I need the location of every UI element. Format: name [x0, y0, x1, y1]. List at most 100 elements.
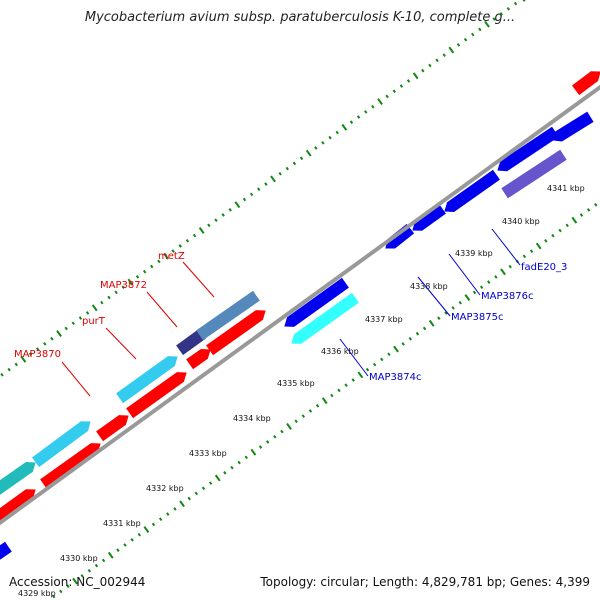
scale-label: 4337 kbp: [365, 315, 403, 324]
outer-tick-mark: [456, 43, 461, 47]
gene-label[interactable]: MAP3875c: [451, 312, 503, 323]
gene-label[interactable]: fadE20_3: [521, 262, 567, 273]
inner-tick-mark: [428, 319, 435, 327]
cds-feature-reverse[interactable]: [0, 541, 12, 561]
inner-tick-mark: [72, 577, 78, 585]
cds-feature-forward[interactable]: [96, 415, 129, 442]
feature-track: [0, 71, 600, 561]
inner-tick-mark: [173, 507, 177, 511]
cds-feature-forward[interactable]: [206, 310, 266, 356]
inner-tick-mark: [294, 419, 298, 424]
inner-tick-mark: [330, 393, 334, 398]
gene-label[interactable]: MAP3874c: [369, 372, 421, 383]
outer-tick-mark: [20, 355, 27, 363]
outer-tick-mark: [14, 362, 18, 367]
outer-tick-mark: [471, 32, 475, 37]
inner-tick-mark: [357, 371, 364, 379]
outer-tick-mark: [163, 252, 169, 260]
cds-feature-reverse[interactable]: [552, 111, 594, 142]
inner-tick-mark: [51, 594, 56, 599]
inner-tick-mark: [223, 471, 227, 475]
outer-tick-mark: [242, 197, 247, 202]
cds-feature-fade20-3[interactable]: [501, 149, 567, 199]
outer-tick-mark: [7, 367, 11, 372]
outer-tick-mark: [64, 326, 68, 331]
gene-label[interactable]: purT: [82, 316, 106, 327]
cds-feature-reverse[interactable]: [444, 169, 500, 213]
outer-tick-mark: [43, 342, 47, 346]
outer-tick-mark: [135, 275, 140, 279]
outer-tick-mark: [442, 53, 446, 57]
scale-label: 4335 kbp: [277, 379, 315, 388]
cds-feature-map3874c[interactable]: [291, 292, 359, 344]
outer-tick-mark: [371, 104, 375, 109]
inner-tick-mark: [479, 285, 484, 290]
inner-tick-mark: [123, 543, 127, 547]
cds-feature-reverse[interactable]: [284, 277, 349, 327]
inner-tick-mark: [344, 383, 348, 387]
inner-tick-mark: [151, 522, 156, 527]
outer-tick-mark: [341, 123, 348, 131]
outer-tick-mark: [499, 12, 503, 16]
outer-tick-mark: [299, 156, 304, 161]
outer-tick-mark: [121, 285, 125, 289]
gene-label[interactable]: MAP3872: [100, 280, 147, 291]
inner-tick-mark: [365, 367, 370, 372]
inner-tick-mark: [571, 216, 578, 224]
cds-feature-map3875c[interactable]: [385, 223, 415, 249]
cds-feature-purt[interactable]: [116, 356, 178, 404]
outer-tick-mark: [178, 244, 182, 248]
gene-label-leader: [182, 261, 215, 298]
outer-tick-mark: [278, 171, 282, 176]
scale-label: 4334 kbp: [233, 414, 271, 423]
cds-feature-forward[interactable]: [572, 71, 600, 96]
inner-tick-mark: [337, 388, 341, 393]
inner-tick-mark: [487, 280, 491, 284]
scale-label: 4331 kbp: [103, 519, 141, 528]
inner-tick-mark: [544, 239, 548, 243]
gene-label[interactable]: MAP3876c: [481, 291, 533, 302]
cds-feature-map3870[interactable]: [31, 421, 91, 468]
inner-tick-mark: [594, 202, 598, 207]
outer-tick-mark: [198, 227, 205, 234]
gene-label[interactable]: metZ: [158, 251, 185, 262]
outer-tick-mark: [249, 192, 254, 197]
outer-tick-track: [0, 0, 526, 377]
inner-tick-mark: [301, 414, 306, 418]
scale-label: 4336 kbp: [321, 347, 359, 356]
outer-tick-mark: [349, 120, 354, 124]
gene-label-leader: [105, 327, 137, 360]
gene-label-leader: [146, 291, 178, 328]
inner-tick-mark: [494, 275, 498, 279]
inner-tick-mark: [280, 429, 284, 434]
inner-tick-mark: [130, 538, 134, 542]
outer-tick-mark: [221, 213, 225, 217]
inner-tick-mark: [565, 223, 569, 228]
inner-tick-mark: [451, 306, 455, 310]
inner-tick-mark: [107, 551, 114, 559]
outer-tick-mark: [364, 110, 368, 114]
outer-tick-mark: [107, 295, 111, 300]
inner-tick-mark: [158, 517, 163, 522]
inner-tick-mark: [415, 331, 420, 336]
outer-tick-mark: [399, 84, 404, 88]
outer-tick-mark: [150, 264, 154, 269]
outer-tick-mark: [484, 20, 490, 28]
inner-tick-mark: [437, 316, 441, 320]
cds-feature-forward[interactable]: [186, 348, 211, 370]
inner-tick-mark: [321, 397, 328, 405]
outer-tick-mark: [264, 182, 268, 186]
inner-tick-mark: [464, 294, 471, 301]
cds-feature-metz[interactable]: [196, 290, 260, 341]
cds-feature[interactable]: [0, 461, 36, 496]
inner-tick-mark: [372, 362, 377, 367]
cds-feature-forward[interactable]: [126, 372, 187, 419]
inner-tick-mark: [351, 378, 355, 382]
scale-label: 4329 kbp: [18, 589, 56, 598]
gene-label[interactable]: MAP3870: [14, 349, 61, 360]
inner-tick-mark: [101, 558, 106, 563]
outer-tick-mark: [435, 58, 439, 63]
inner-tick-mark: [244, 455, 248, 460]
outer-tick-mark: [292, 161, 297, 166]
